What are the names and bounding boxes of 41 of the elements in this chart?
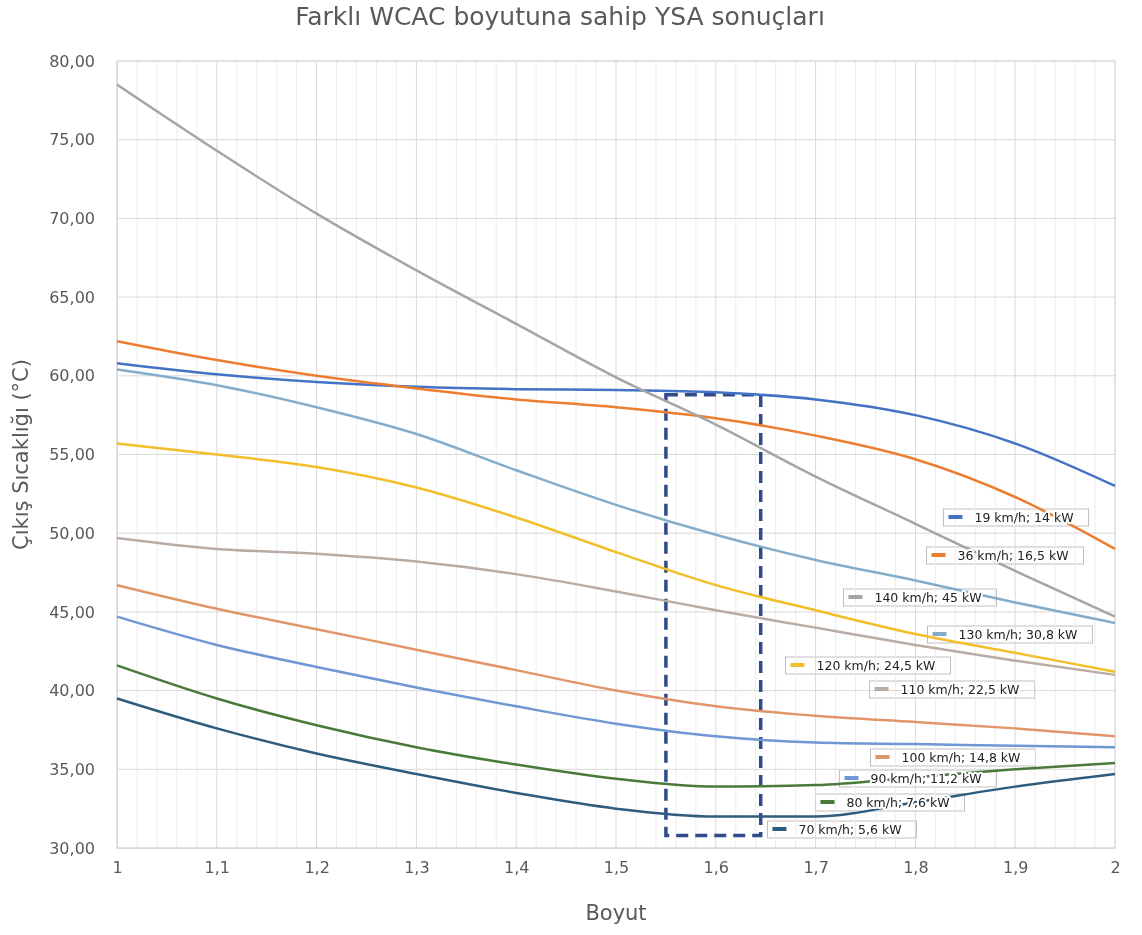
legend-label: 130 km/h; 30,8 kW	[958, 627, 1078, 642]
x-tick-label: 1,5	[603, 858, 630, 878]
x-tick-label: 1,3	[404, 858, 430, 878]
legend-label: 110 km/h; 22,5 kW	[900, 682, 1020, 697]
line-series	[115, 361, 1117, 488]
line-series	[115, 536, 1117, 677]
y-tick-label: 70,00	[49, 209, 95, 229]
x-tick-label: 1,6	[703, 858, 730, 878]
y-tick-label: 75,00	[49, 130, 95, 150]
y-tick-label: 50,00	[49, 523, 95, 543]
chart-title: Farklı WCAC boyutuna sahip YSA sonuçları	[295, 2, 825, 31]
x-tick-label: 1,9	[1002, 858, 1029, 878]
y-tick-label: 65,00	[49, 287, 95, 307]
line-series	[115, 368, 1117, 625]
legend-label: 36 km/h; 16,5 kW	[957, 548, 1069, 563]
legend-label: 120 km/h; 24,5 kW	[816, 658, 936, 673]
legend-label: 70 km/h; 5,6 kW	[798, 822, 902, 837]
x-axis-title: Boyut	[585, 901, 647, 925]
y-tick-label: 30,00	[49, 838, 95, 858]
y-tick-label: 45,00	[49, 602, 95, 622]
legend-label: 100 km/h; 14,8 kW	[901, 750, 1021, 765]
line-series	[115, 442, 1117, 673]
x-tick-label: 1,7	[803, 858, 829, 878]
x-tick-label: 1,1	[204, 858, 231, 878]
legend-label: 140 km/h; 45 kW	[874, 590, 982, 605]
line-series	[115, 697, 1117, 818]
x-tick-label: 1	[112, 858, 123, 878]
y-tick-label: 60,00	[49, 366, 95, 386]
line-series	[115, 339, 1117, 551]
x-tick-label: 2	[1110, 858, 1121, 878]
y-tick-label: 55,00	[49, 445, 95, 465]
y-tick-label: 35,00	[49, 759, 95, 779]
line-series	[115, 83, 1117, 618]
y-tick-label: 40,00	[49, 681, 95, 701]
line-series	[115, 583, 1117, 738]
x-tick-label: 1,4	[503, 858, 530, 878]
y-axis-title: Çıkış Sıcaklığı (°C)	[9, 359, 33, 550]
y-tick-label: 80,00	[49, 51, 95, 71]
x-tick-label: 1,2	[304, 858, 330, 878]
line-series	[115, 615, 1117, 749]
x-tick-label: 1,8	[903, 858, 929, 878]
